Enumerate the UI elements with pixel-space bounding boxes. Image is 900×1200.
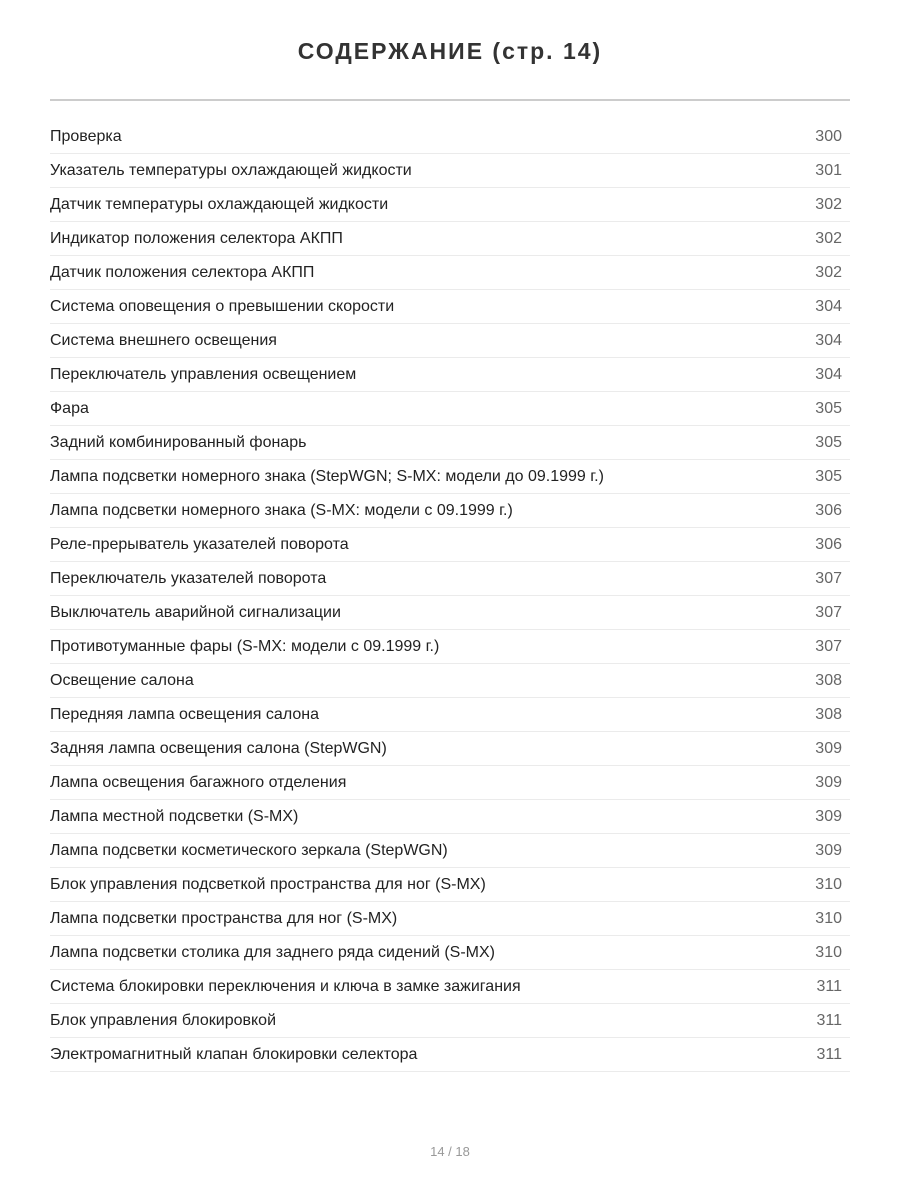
toc-entry-label: Блок управления подсветкой пространства … — [50, 875, 486, 893]
toc-entry[interactable]: Электромагнитный клапан блокировки селек… — [50, 1038, 850, 1072]
toc-entry[interactable]: Блок управления блокировкой 311 — [50, 1004, 850, 1038]
toc-list: Проверка 300 Указатель температуры охлажда… — [50, 120, 850, 1072]
toc-entry[interactable]: Лампа подсветки номерного знака (StepWGN… — [50, 460, 850, 494]
toc-entry-label: Датчик положения селектора АКПП — [50, 263, 315, 281]
toc-entry[interactable]: Переключатель управления освещением 304 — [50, 358, 850, 392]
toc-entry[interactable]: Система оповещения о превышении скорости… — [50, 290, 850, 324]
page-number: 14 / 18 — [430, 1144, 470, 1159]
toc-entry[interactable]: Задняя лампа освещения салона (StepWGN) 3… — [50, 732, 850, 766]
toc-entry-page: 300 — [815, 127, 842, 145]
toc-entry-page: 311 — [816, 977, 842, 995]
toc-entry[interactable]: Лампа подсветки номерного знака (S-MX: м… — [50, 494, 850, 528]
toc-entry[interactable]: Выключатель аварийной сигнализации 307 — [50, 596, 850, 630]
toc-entry[interactable]: Задний комбинированный фонарь 305 — [50, 426, 850, 460]
toc-entry[interactable]: Реле-прерыватель указателей поворота 306 — [50, 528, 850, 562]
toc-entry-page: 305 — [815, 399, 842, 417]
toc-entry[interactable]: Индикатор положения селектора АКПП 302 — [50, 222, 850, 256]
toc-entry-label: Система оповещения о превышении скорости — [50, 297, 395, 315]
toc-entry[interactable]: Лампа освещения багажного отделения 309 — [50, 766, 850, 800]
toc-entry-page: 304 — [815, 331, 842, 349]
title-divider — [50, 99, 850, 101]
toc-entry-page: 308 — [815, 671, 842, 689]
toc-entry-page: 311 — [816, 1011, 842, 1029]
toc-entry[interactable]: Система блокировки переключения и ключа … — [50, 970, 850, 1004]
toc-entry-page: 311 — [816, 1045, 842, 1063]
toc-entry-page: 306 — [815, 501, 842, 519]
toc-entry-label: Противотуманные фары (S-MX: модели с 09.… — [50, 637, 440, 655]
toc-entry[interactable]: Система внешнего освещения 304 — [50, 324, 850, 358]
toc-entry-label: Указатель температуры охлаждающей жидкос… — [50, 161, 412, 179]
toc-entry-page: 309 — [815, 773, 842, 791]
toc-entry-page: 305 — [815, 467, 842, 485]
toc-entry-page: 302 — [815, 195, 842, 213]
toc-entry-label: Датчик температуры охлаждающей жидкости — [50, 195, 389, 213]
toc-entry-label: Система внешнего освещения — [50, 331, 277, 349]
toc-entry-page: 304 — [815, 297, 842, 315]
toc-entry-label: Переключатель указателей поворота — [50, 569, 327, 587]
toc-entry[interactable]: Лампа подсветки столика для заднего ряда… — [50, 936, 850, 970]
toc-entry-page: 304 — [815, 365, 842, 383]
toc-entry-page: 302 — [815, 229, 842, 247]
toc-entry-label: Передняя лампа освещения салона — [50, 705, 319, 723]
toc-entry-page: 310 — [815, 943, 842, 961]
toc-entry[interactable]: Датчик температуры охлаждающей жидкости 3… — [50, 188, 850, 222]
toc-entry[interactable]: Освещение салона 308 — [50, 664, 850, 698]
toc-entry[interactable]: Переключатель указателей поворота 307 — [50, 562, 850, 596]
toc-entry-page: 308 — [815, 705, 842, 723]
toc-entry[interactable]: Лампа подсветки пространства для ног (S-… — [50, 902, 850, 936]
toc-entry-page: 307 — [815, 603, 842, 621]
toc-entry-page: 310 — [815, 875, 842, 893]
toc-entry-page: 307 — [815, 569, 842, 587]
toc-entry-label: Лампа подсветки номерного знака (StepWGN… — [50, 467, 604, 485]
toc-entry[interactable]: Указатель температуры охлаждающей жидкос… — [50, 154, 850, 188]
toc-entry-label: Система блокировки переключения и ключа … — [50, 977, 521, 995]
toc-entry-label: Переключатель управления освещением — [50, 365, 357, 383]
toc-entry-page: 310 — [815, 909, 842, 927]
toc-entry-label: Реле-прерыватель указателей поворота — [50, 535, 349, 553]
toc-entry-label: Лампа местной подсветки (S-MX) — [50, 807, 299, 825]
toc-entry-page: 309 — [815, 739, 842, 757]
toc-entry-page: 309 — [815, 807, 842, 825]
toc-entry-label: Выключатель аварийной сигнализации — [50, 603, 341, 621]
toc-entry[interactable]: Лампа местной подсветки (S-MX) 309 — [50, 800, 850, 834]
toc-entry-label: Лампа подсветки номерного знака (S-MX: м… — [50, 501, 513, 519]
toc-entry-page: 307 — [815, 637, 842, 655]
toc-entry-label: Индикатор положения селектора АКПП — [50, 229, 343, 247]
toc-entry[interactable]: Проверка 300 — [50, 120, 850, 154]
toc-entry-label: Проверка — [50, 127, 122, 145]
toc-entry[interactable]: Лампа подсветки косметического зеркала (… — [50, 834, 850, 868]
toc-entry-label: Лампа подсветки пространства для ног (S-… — [50, 909, 398, 927]
toc-entry-label: Лампа освещения багажного отделения — [50, 773, 347, 791]
toc-entry-page: 305 — [815, 433, 842, 451]
toc-entry[interactable]: Передняя лампа освещения салона 308 — [50, 698, 850, 732]
toc-entry-label: Освещение салона — [50, 671, 194, 689]
toc-entry-page: 302 — [815, 263, 842, 281]
toc-entry[interactable]: Блок управления подсветкой пространства … — [50, 868, 850, 902]
toc-entry-page: 306 — [815, 535, 842, 553]
toc-entry[interactable]: Противотуманные фары (S-MX: модели с 09.… — [50, 630, 850, 664]
toc-entry[interactable]: Датчик положения селектора АКПП 302 — [50, 256, 850, 290]
toc-entry-page: 301 — [815, 161, 842, 179]
toc-entry-label: Лампа подсветки столика для заднего ряда… — [50, 943, 495, 961]
toc-entry-page: 309 — [815, 841, 842, 859]
toc-entry-label: Задний комбинированный фонарь — [50, 433, 307, 451]
toc-entry-label: Электромагнитный клапан блокировки селек… — [50, 1045, 418, 1063]
toc-entry-label: Блок управления блокировкой — [50, 1011, 276, 1029]
toc-entry-label: Лампа подсветки косметического зеркала (… — [50, 841, 448, 859]
toc-entry-label: Задняя лампа освещения салона (StepWGN) — [50, 739, 387, 757]
page-title: СОДЕРЖАНИЕ (стр. 14) — [297, 38, 603, 64]
toc-entry-label: Фара — [50, 399, 89, 417]
toc-entry[interactable]: Фара 305 — [50, 392, 850, 426]
